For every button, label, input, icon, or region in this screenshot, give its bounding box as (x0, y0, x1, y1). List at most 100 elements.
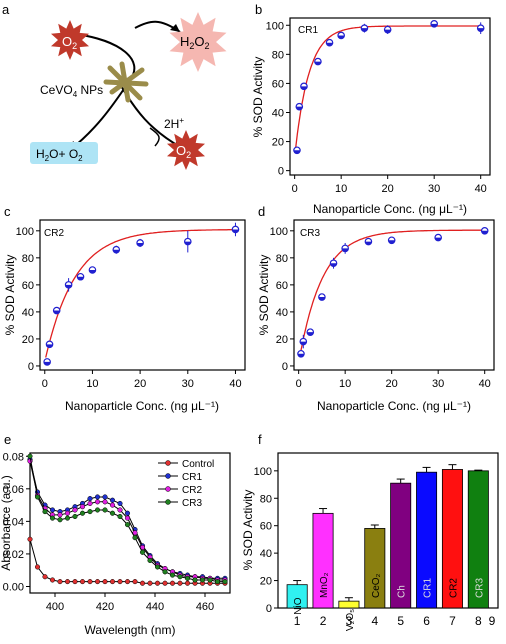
panel-letter-b: b (255, 2, 262, 17)
data-point-fill (65, 284, 72, 289)
y-axis-label: % SOD Activity (251, 57, 265, 138)
y-axis-label: % SOD Activity (3, 255, 17, 336)
data-point-fill (365, 241, 372, 245)
series-marker (162, 580, 168, 586)
y-tick-label: 40 (22, 307, 34, 319)
series-marker (109, 497, 116, 503)
legend-marker (165, 460, 171, 466)
series-marker (27, 536, 33, 542)
series-marker (117, 513, 123, 520)
x-tick-label: 10 (339, 378, 351, 390)
bar-label: V₂O₅ (345, 609, 356, 631)
panel-tag: CR2 (44, 228, 64, 239)
panel-e: 0.00 0.02 0.04 0.06 0.08 400 420 440 460 e Absorba… (0, 432, 231, 637)
y-tick-label: 0.02 (3, 549, 24, 561)
x-tick-label: 400 (46, 601, 64, 613)
y-tick-label: 100 (254, 466, 272, 478)
series-marker (214, 579, 221, 585)
x-axis-label: Nanoparticle Conc. (ng μL⁻¹) (317, 399, 471, 413)
panel-c: 0 20 40 60 80 100 0 10 20 30 40 c CR2 % SOD Activity N… (3, 204, 246, 413)
y-tick-label: 40 (276, 307, 288, 319)
plot-frame (29, 452, 231, 594)
series-marker (34, 494, 41, 500)
series-marker (49, 515, 56, 521)
nanoparticle-icon (103, 61, 149, 103)
series-marker (147, 580, 153, 586)
series-marker (94, 499, 101, 505)
data-point-fill (89, 270, 96, 274)
bar-label: CeO₂ (371, 573, 382, 598)
y-tick-label: 0 (28, 361, 34, 373)
series-marker (42, 574, 48, 580)
x-axis-label: Wavelength (nm) (85, 623, 176, 637)
panel-letter-a: a (2, 2, 10, 17)
series-marker (64, 579, 71, 585)
series-marker (192, 577, 198, 583)
series-marker (87, 500, 93, 507)
series-marker (117, 579, 123, 585)
x-tick-label: 30 (428, 183, 440, 195)
y-axis-label: % SOD Activity (257, 255, 271, 336)
series-marker (177, 574, 183, 580)
y-tick-label: 80 (272, 49, 284, 61)
cevo4-label: CeVO4 NPs (40, 83, 103, 99)
plot-frame (277, 452, 499, 609)
series-marker (147, 557, 153, 563)
legend-marker (165, 473, 171, 479)
x-tick-label: 7 (449, 614, 456, 628)
series-marker (169, 580, 176, 586)
y-tick-label: 80 (276, 253, 288, 265)
series-marker (87, 509, 93, 515)
panel-a: a O2 H2O2 CeVO4 NPs 2H+ H2O+ O2 O2 (2, 2, 227, 170)
series-marker (117, 507, 123, 513)
data-point-fill (361, 28, 368, 32)
x-tick-label: 0 (292, 183, 298, 195)
x-tick-label: 9 (489, 614, 496, 628)
data-point-fill (314, 61, 322, 65)
x-tick-label: 30 (432, 378, 444, 390)
x-tick-label: 30 (182, 378, 194, 390)
series-marker (42, 509, 48, 515)
data-point-fill (477, 28, 484, 32)
series-marker (154, 564, 161, 570)
y-axis-label: % SOD Activity (241, 490, 255, 571)
y-tick-label: 0.00 (3, 581, 24, 593)
x-tick-label: 4 (371, 614, 378, 628)
legend-label: CR2 (182, 485, 202, 496)
series-marker (139, 580, 146, 586)
series-marker (132, 535, 138, 541)
series-marker (102, 579, 108, 585)
bar (338, 600, 360, 609)
bar-label: CR3 (474, 578, 485, 598)
series-marker (124, 515, 131, 521)
x-tick-label: 2 (320, 614, 327, 628)
y-tick-label: 20 (276, 334, 288, 346)
series-marker (162, 569, 168, 575)
series-marker (184, 575, 191, 581)
y-tick-label: 80 (260, 493, 272, 505)
y-tick-label: 100 (270, 226, 288, 238)
panel-letter-f: f (258, 432, 262, 447)
x-tick-label: 6 (423, 614, 430, 628)
data-point-fill (300, 86, 308, 90)
series-marker (199, 577, 206, 583)
panel-letter-e: e (4, 432, 11, 447)
x-tick-label: 1 (294, 614, 301, 628)
series-marker (57, 579, 63, 585)
x-tick-label: 10 (335, 183, 347, 195)
series-marker (64, 515, 71, 521)
fit-curve (299, 229, 484, 356)
panel-letter-d: d (258, 204, 265, 219)
series-marker (57, 512, 63, 518)
data-point-fill (318, 297, 326, 301)
series-marker (72, 579, 78, 585)
series-marker (102, 499, 108, 505)
series-marker (102, 507, 108, 513)
data-point-fill (388, 240, 395, 244)
arrowhead-top (170, 24, 180, 32)
y-tick-label: 60 (272, 78, 284, 90)
oxygen-star-icon (167, 130, 205, 170)
series-marker (177, 580, 183, 586)
product-box (30, 142, 98, 164)
series-marker (124, 510, 131, 516)
